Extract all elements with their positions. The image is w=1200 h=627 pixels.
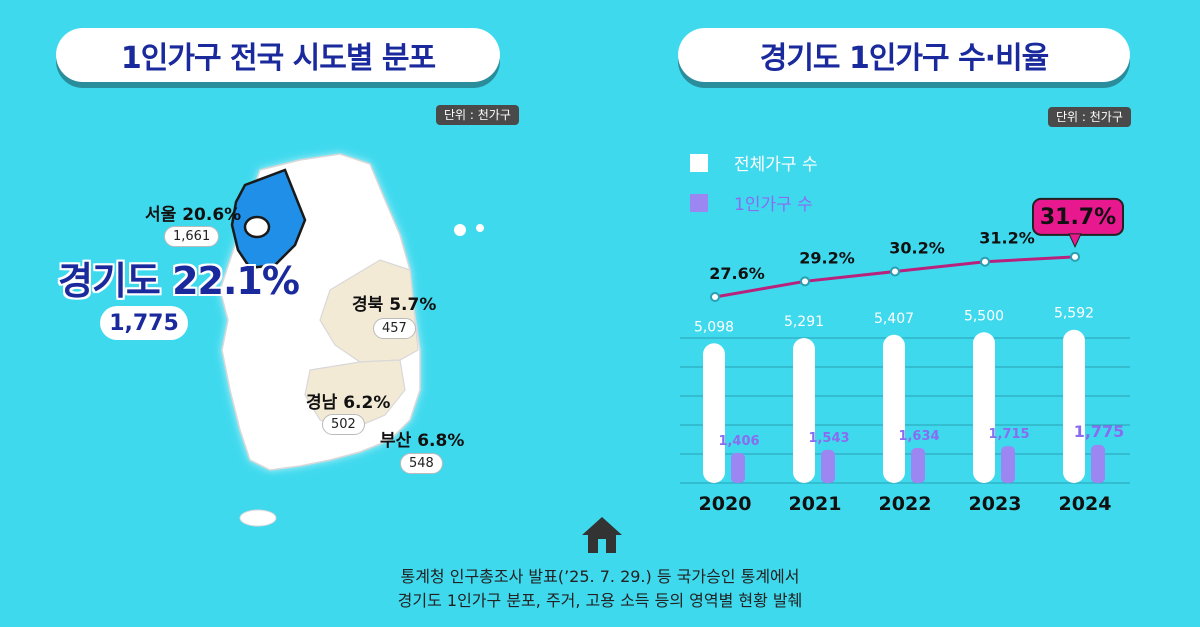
bar-total-label: 5,098 — [694, 319, 734, 335]
legend-swatch-total — [690, 153, 708, 172]
ratio-label: 29.2% — [799, 248, 855, 267]
ratio-label: 27.6% — [709, 264, 765, 283]
korea-map — [219, 153, 484, 527]
bar-total-label: 5,291 — [784, 314, 824, 330]
seoul-value: 1,661 — [164, 226, 220, 247]
island — [454, 224, 466, 236]
bar-single — [821, 449, 835, 483]
bar-single-label: 1,406 — [718, 434, 759, 449]
bar-single — [1001, 446, 1015, 483]
bar-total — [793, 337, 815, 483]
legend-label-total: 전체가구 수 — [734, 155, 818, 175]
gyeonggi-label: 경기도 22.1% — [58, 259, 300, 303]
legend-label-single: 1인가구 수 — [734, 195, 813, 215]
footer-line-2: 경기도 1인가구 분포, 주거, 고용 소득 등의 영역별 현황 발췌 — [397, 591, 803, 610]
x-tick-label: 2023 — [969, 493, 1022, 515]
busan-value: 548 — [400, 453, 443, 474]
gyeonggi-value: 1,775 — [100, 306, 188, 340]
ratio-point — [800, 276, 810, 287]
ratio-point — [980, 256, 990, 267]
seoul-region — [243, 215, 271, 239]
bar-single — [731, 452, 745, 483]
legend-swatch-single — [690, 193, 708, 212]
bar-single-label: 1,543 — [808, 431, 849, 446]
gyeongnam-label: 경남 6.2% — [306, 393, 391, 413]
footer-text: 통계청 인구총조사 발표(’25. 7. 29.) 등 국가승인 통계에서 경기… — [0, 565, 1200, 613]
home-icon — [582, 517, 622, 553]
bar-single — [1091, 444, 1105, 483]
bar-line-chart: 5,098 1,406 2020 5,291 1,543 2021 5,407 1,634 20… — [680, 197, 1130, 515]
ratio-label: 30.2% — [889, 239, 945, 258]
bar-single-label: 1,775 — [1074, 422, 1125, 441]
x-tick-label: 2021 — [789, 493, 842, 515]
bar-single-label: 1,715 — [988, 427, 1029, 442]
bar-total — [883, 334, 905, 483]
bar-total — [1063, 329, 1085, 483]
ratio-point — [710, 292, 720, 302]
gyeongbuk-value: 457 — [373, 318, 416, 339]
bar-total-label: 5,407 — [874, 311, 914, 327]
bar-single — [911, 447, 925, 483]
x-tick-label: 2022 — [879, 493, 932, 515]
gyeongnam-value: 502 — [322, 414, 365, 435]
ratio-point — [890, 266, 900, 277]
ratio-line — [714, 255, 1076, 299]
ratio-highlight-pointer — [1068, 233, 1082, 249]
map-unit-badge: 단위 : 천가구 — [436, 105, 519, 125]
bar-single-label: 1,634 — [898, 429, 939, 444]
legend-item-single: 1인가구 수 — [690, 190, 813, 215]
map-title: 1인가구 전국 시도별 분포 — [56, 28, 500, 82]
x-tick-label: 2024 — [1059, 493, 1112, 515]
bar-total — [973, 332, 995, 483]
gyeongnam-region — [304, 359, 406, 431]
island — [476, 224, 484, 232]
footer-line-1: 통계청 인구총조사 발표(’25. 7. 29.) 등 국가승인 통계에서 — [400, 567, 800, 586]
ratio-highlight-label: 31.7% — [1040, 205, 1116, 230]
jeju-island — [239, 509, 277, 527]
chart-unit-badge: 단위 : 천가구 — [1048, 107, 1131, 127]
ratio-point — [1070, 251, 1080, 262]
gyeonggi-region — [230, 168, 307, 270]
x-tick-label: 2020 — [699, 493, 752, 515]
busan-label: 부산 6.8% — [380, 431, 465, 451]
seoul-label: 서울 20.6% — [145, 205, 242, 225]
gyeongbuk-label: 경북 5.7% — [352, 295, 437, 315]
bar-total — [703, 343, 725, 483]
bar-total-label: 5,592 — [1054, 306, 1094, 322]
ratio-label: 31.2% — [979, 229, 1035, 248]
chart-title: 경기도 1인가구 수·비율 — [678, 28, 1130, 82]
legend-item-total: 전체가구 수 — [690, 150, 818, 175]
bar-total-label: 5,500 — [964, 308, 1004, 324]
